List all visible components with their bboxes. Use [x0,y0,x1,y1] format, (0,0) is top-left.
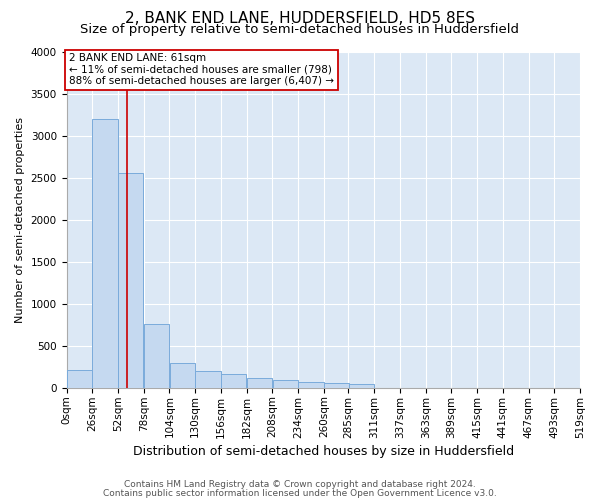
Bar [324,383,349,388]
Text: Contains HM Land Registry data © Crown copyright and database right 2024.: Contains HM Land Registry data © Crown c… [124,480,476,489]
Bar [221,374,247,388]
X-axis label: Distribution of semi-detached houses by size in Huddersfield: Distribution of semi-detached houses by … [133,444,514,458]
Bar [272,380,298,388]
Y-axis label: Number of semi-detached properties: Number of semi-detached properties [15,116,25,322]
Bar [247,378,272,388]
Text: 2, BANK END LANE, HUDDERSFIELD, HD5 8ES: 2, BANK END LANE, HUDDERSFIELD, HD5 8ES [125,11,475,26]
Text: Size of property relative to semi-detached houses in Huddersfield: Size of property relative to semi-detach… [80,22,520,36]
Bar [170,364,195,388]
Bar [196,370,221,388]
Bar [144,324,169,388]
Bar [298,382,323,388]
Text: 2 BANK END LANE: 61sqm
← 11% of semi-detached houses are smaller (798)
88% of se: 2 BANK END LANE: 61sqm ← 11% of semi-det… [69,53,334,86]
Bar [67,370,92,388]
Bar [92,119,118,388]
Text: Contains public sector information licensed under the Open Government Licence v3: Contains public sector information licen… [103,488,497,498]
Bar [118,174,143,388]
Bar [349,384,374,388]
